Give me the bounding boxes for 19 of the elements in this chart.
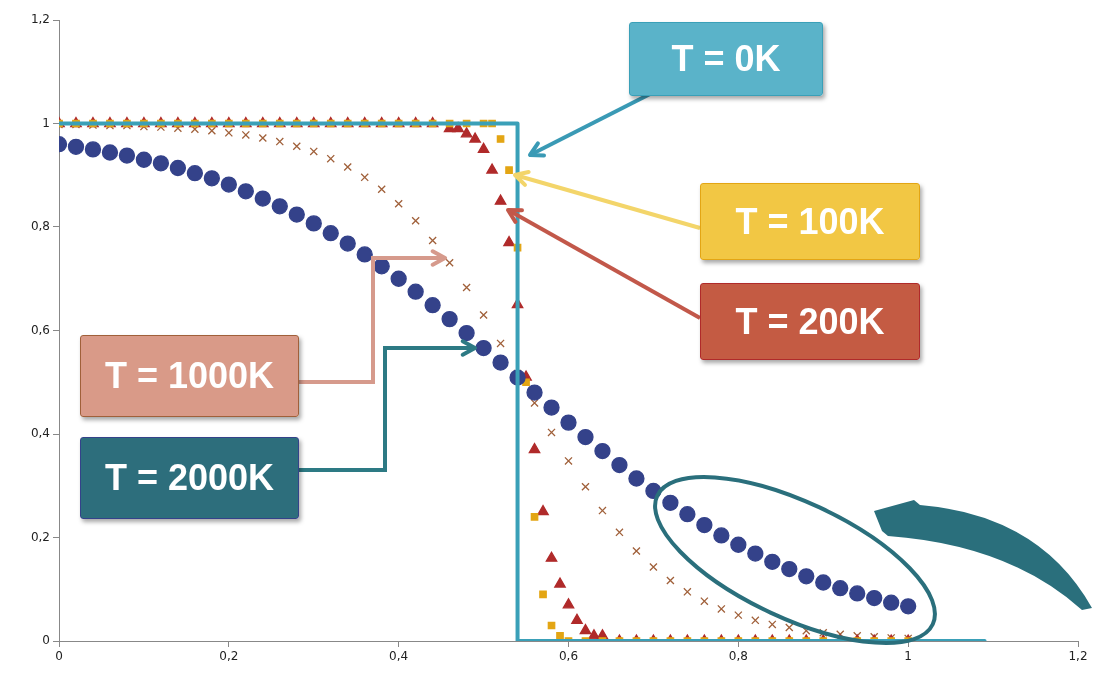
text: T = 100K — [700, 183, 920, 260]
y-tick-label: 0,4 — [30, 426, 50, 441]
x-tick-label: 0,8 — [728, 649, 748, 664]
text: T = 200K — [700, 283, 920, 360]
x-tick-label: 0 — [55, 649, 63, 664]
text: T = 1000K — [80, 335, 299, 417]
y-tick-label: 0,8 — [30, 219, 50, 234]
y-tick-label: 0,2 — [30, 529, 50, 544]
text: T = 2000K — [80, 437, 299, 519]
x-tick-label: 0,4 — [389, 649, 409, 664]
y-tick-label: 0,6 — [30, 322, 50, 337]
x-tick-label: 0,6 — [558, 649, 579, 664]
y-tick-label: 1,2 — [30, 12, 50, 27]
x-tick-label: 1 — [904, 649, 912, 664]
y-tick-label: 1 — [42, 115, 50, 130]
x-tick-label: 0,2 — [219, 649, 239, 664]
x-tick-label: 1,2 — [1068, 649, 1088, 664]
y-tick-label: 0 — [42, 633, 50, 648]
text: T = 0K — [629, 22, 823, 96]
